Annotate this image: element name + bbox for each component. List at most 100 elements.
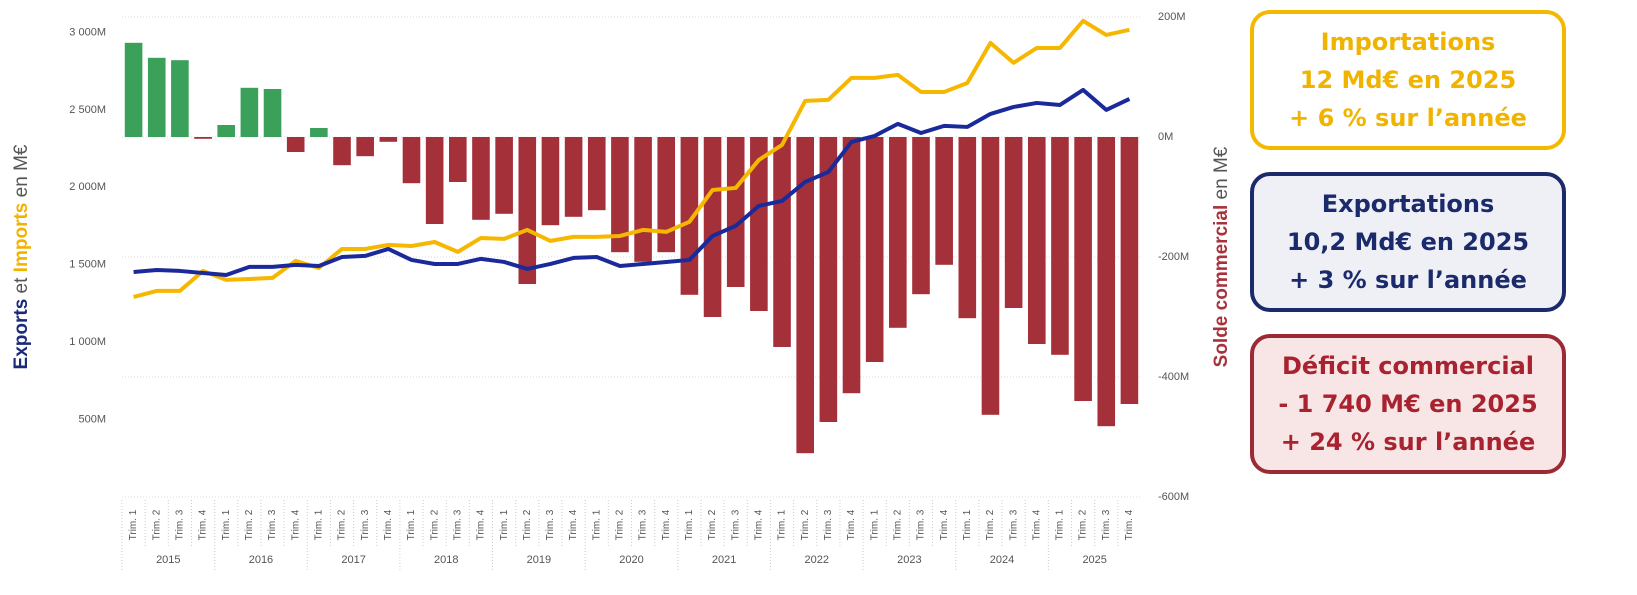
cards: Importations 12 Md€ en 2025 + 6 % sur l’an… (1250, 10, 1566, 496)
bar (1097, 137, 1116, 427)
card-line: 10,2 Md€ en 2025 (1286, 228, 1530, 256)
x-tick-label: Trim. 2 (429, 509, 440, 540)
x-group-label: 2022 (805, 554, 829, 566)
bar (1074, 137, 1092, 401)
bar (472, 137, 490, 220)
x-tick-label: Trim. 2 (800, 509, 811, 540)
summary-card: Exportations 10,2 Md€ en 2025 + 3 % sur l’… (1250, 172, 1566, 312)
bar (1051, 137, 1069, 355)
x-tick-label: Trim. 1 (313, 509, 324, 540)
x-tick-label: Trim. 2 (522, 509, 533, 540)
bar (819, 137, 838, 422)
x-tick-label: Trim. 2 (151, 509, 162, 540)
x-tick-label: Trim. 1 (406, 509, 417, 540)
card-line: 12 Md€ en 2025 (1299, 66, 1517, 94)
x-tick-label: Trim. 4 (846, 509, 857, 540)
x-tick-label: Trim. 4 (939, 509, 950, 540)
x-tick-label: Trim. 1 (1055, 509, 1066, 540)
x-group-label: 2019 (527, 554, 551, 566)
y-tick-label: 1 000M (69, 336, 106, 348)
bar (263, 89, 282, 137)
bar (958, 137, 977, 319)
x-tick-label: Trim. 1 (499, 509, 510, 540)
y-tick-label: 500M (78, 413, 106, 425)
axis-title-part: Exports (11, 299, 32, 370)
x-tick-label: Trim. 3 (1101, 509, 1112, 540)
summary-card: Importations 12 Md€ en 2025 + 6 % sur l’an… (1250, 10, 1566, 150)
card-line: - 1 740 M€ en 2025 (1278, 390, 1538, 418)
bar (750, 137, 768, 311)
line (133, 87, 1131, 277)
chart: -600M -400M -200M 0M 200M 500M 1 000M 1 500M 2 0… (11, 11, 1232, 570)
x-tick-label: Trim. 3 (175, 509, 186, 540)
y-tick-label: 2 500M (69, 104, 106, 116)
x-tick-label: Trim. 1 (591, 509, 602, 540)
x-tick-label: Trim. 1 (684, 509, 695, 540)
x-tick-label: Trim. 2 (1078, 509, 1089, 540)
axis-title-part: Imports (11, 203, 32, 273)
card-line: + 6 % sur l’année (1289, 104, 1527, 132)
bar (333, 137, 351, 166)
bar (147, 57, 166, 137)
x-tick-label: Trim. 2 (892, 509, 903, 540)
x-tick-label: Trim. 1 (777, 509, 788, 540)
bar (310, 128, 328, 137)
bar (611, 137, 629, 253)
x-tick-label: Trim. 2 (707, 509, 718, 540)
axis-title-part: Solde commercial (1211, 205, 1232, 368)
bar (286, 137, 305, 152)
y-tick-label: 1 500M (69, 259, 106, 271)
x-tick-label: Trim. 4 (1124, 509, 1135, 540)
x-group-label: 2021 (712, 554, 736, 566)
x-tick-label: Trim. 1 (962, 509, 973, 540)
bar (379, 137, 398, 142)
y-tick-label: 2 000M (69, 181, 106, 193)
x-tick-label: Trim. 3 (267, 509, 278, 540)
card-line: Déficit commercial (1282, 352, 1534, 380)
bar (425, 137, 444, 224)
card-line: Exportations (1321, 190, 1495, 218)
bar (842, 137, 861, 394)
bar (240, 87, 259, 137)
bar (124, 42, 143, 137)
x-tick-label: Trim. 2 (244, 509, 255, 540)
bar (865, 137, 884, 362)
x-tick-label: Trim. 3 (638, 509, 649, 540)
bar (1120, 137, 1139, 404)
x-tick-label: Trim. 4 (290, 509, 301, 540)
axis-title-part: en M€ (11, 144, 32, 203)
bar (564, 137, 583, 217)
x-tick-label: Trim. 2 (337, 509, 348, 540)
bar (657, 137, 676, 253)
x-tick-label: Trim. 4 (754, 509, 765, 540)
x-tick-label: Trim. 1 (869, 509, 880, 540)
y2-tick-label: -200M (1158, 251, 1189, 263)
x-group-label: 2025 (1082, 554, 1106, 566)
bar (587, 137, 606, 211)
x-tick-label: Trim. 3 (452, 509, 463, 540)
axis-title: Solde commercial en M€ (1211, 146, 1232, 367)
bar (634, 137, 652, 262)
bar (495, 137, 513, 214)
x-tick-label: Trim. 4 (1031, 509, 1042, 540)
x-group-label: 2023 (897, 554, 921, 566)
card-line: + 3 % sur l’année (1289, 266, 1527, 294)
bar (171, 60, 189, 138)
bar (912, 137, 930, 295)
bar (402, 137, 421, 184)
bar (935, 137, 953, 265)
x-group-label: 2016 (249, 554, 273, 566)
x-tick-label: Trim. 4 (568, 509, 579, 540)
x-tick-label: Trim. 3 (360, 509, 371, 540)
x-tick-label: Trim. 3 (545, 509, 556, 540)
x-tick-label: Trim. 2 (615, 509, 626, 540)
axis-title: Exports et Imports en M€ (11, 144, 32, 369)
x-group-label: 2020 (619, 554, 643, 566)
x-group-label: 2018 (434, 554, 458, 566)
x-tick-label: Trim. 4 (383, 509, 394, 540)
bar (726, 137, 745, 287)
x-tick-label: Trim. 4 (476, 509, 487, 540)
bar (796, 137, 814, 454)
x-tick-label: Trim. 1 (128, 509, 139, 540)
